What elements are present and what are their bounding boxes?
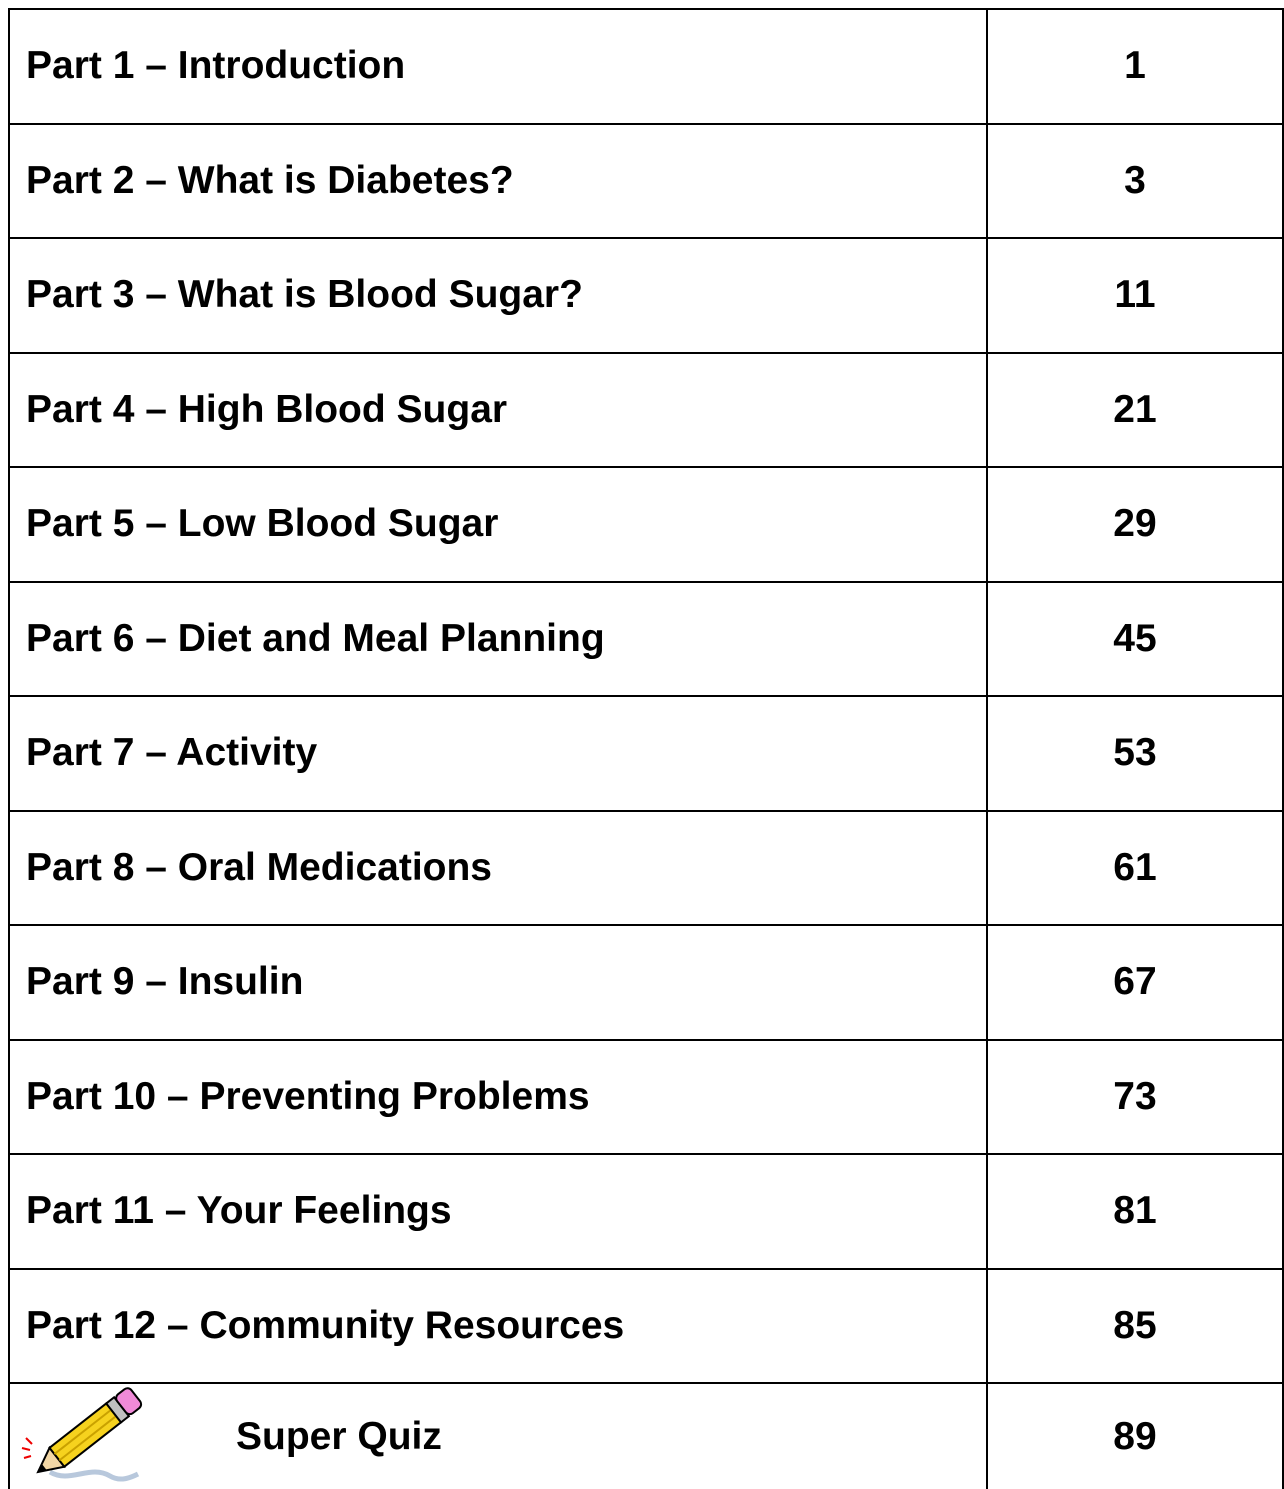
section-title: Part 3 – What is Blood Sugar? [26,239,583,352]
page-number: 1 [987,10,1283,123]
page-number: 45 [987,583,1283,696]
toc-row: Part 3 – What is Blood Sugar? 11 [8,237,1283,352]
section-title: Part 12 – Community Resources [26,1270,624,1383]
page-number: 29 [987,468,1283,581]
toc-row: Part 10 – Preventing Problems 73 [8,1039,1283,1154]
pencil-icon [20,1384,145,1486]
page-number: 11 [987,239,1283,352]
toc-row: Part 2 – What is Diabetes? 3 [8,123,1283,238]
toc-row: Part 1 – Introduction 1 [8,8,1283,123]
toc-row: Part 12 – Community Resources 85 [8,1268,1283,1383]
toc-row: Part 7 – Activity 53 [8,695,1283,810]
toc-row: Super Quiz 89 [8,1382,1283,1489]
section-title: Part 6 – Diet and Meal Planning [26,583,605,696]
toc-page: {"table": {"rows": [ ["Part 1 – Introduc… [0,0,1284,1489]
page-number: 73 [987,1041,1283,1154]
section-title: Part 1 – Introduction [26,10,405,123]
section-title: Part 9 – Insulin [26,926,303,1039]
toc-row: Part 11 – Your Feelings 81 [8,1153,1283,1268]
section-title: Part 11 – Your Feelings [26,1155,452,1268]
page-number: 53 [987,697,1283,810]
page-number: 81 [987,1155,1283,1268]
section-title: Part 10 – Preventing Problems [26,1041,590,1154]
section-title: Super Quiz [236,1384,442,1489]
toc-row: Part 6 – Diet and Meal Planning 45 [8,581,1283,696]
page-number: 3 [987,125,1283,238]
page-number: 21 [987,354,1283,467]
toc-row: Part 4 – High Blood Sugar 21 [8,352,1283,467]
section-title: Part 8 – Oral Medications [26,812,492,925]
page-number: 61 [987,812,1283,925]
toc-row: Part 9 – Insulin 67 [8,924,1283,1039]
section-title: Part 7 – Activity [26,697,317,810]
toc-row: Part 8 – Oral Medications 61 [8,810,1283,925]
section-title: Part 5 – Low Blood Sugar [26,468,498,581]
page-number: 89 [987,1384,1283,1489]
section-title: Part 4 – High Blood Sugar [26,354,507,467]
page-number: 67 [987,926,1283,1039]
section-title: Part 2 – What is Diabetes? [26,125,514,238]
toc-row: Part 5 – Low Blood Sugar 29 [8,466,1283,581]
page-number: 85 [987,1270,1283,1383]
